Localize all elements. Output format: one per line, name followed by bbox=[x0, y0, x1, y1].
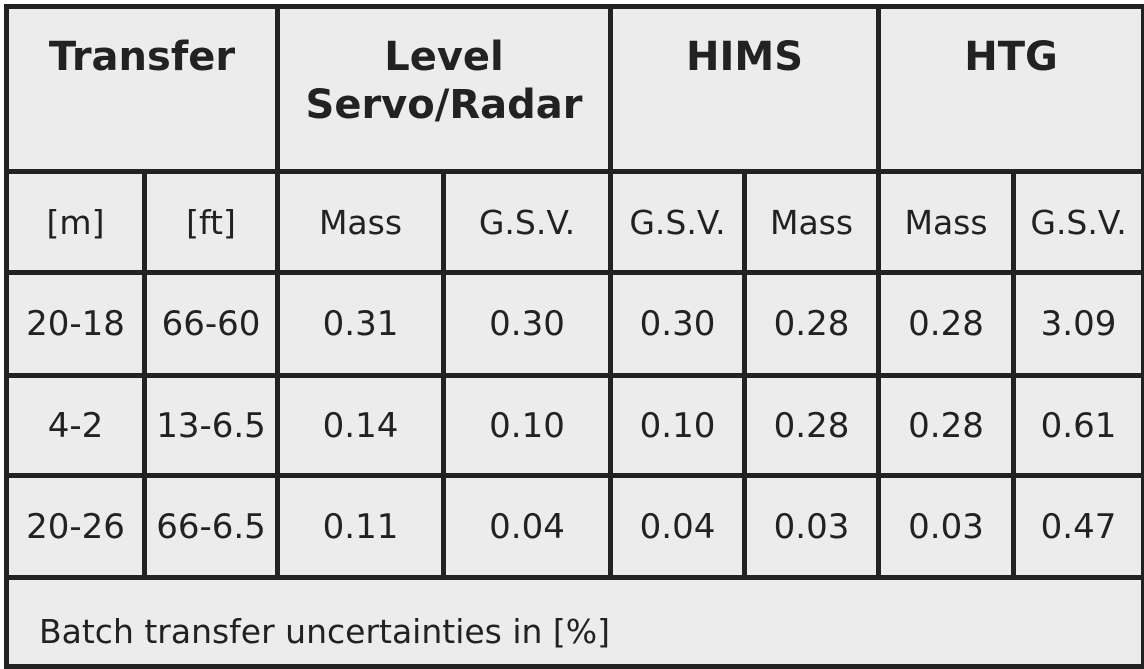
table-cell: 0.10 bbox=[440, 373, 614, 478]
table-cell: 13-6.5 bbox=[142, 373, 280, 478]
table-cell: 0.31 bbox=[275, 270, 446, 378]
subheader-cell: Mass bbox=[275, 169, 446, 275]
header-transfer: Transfer bbox=[4, 4, 280, 174]
table-cell: 66-60 bbox=[142, 270, 280, 378]
subheader-cell: [ft] bbox=[142, 169, 280, 275]
subheader-row: [m] [ft] Mass G.S.V. G.S.V. Mass Mass G.… bbox=[4, 169, 1144, 275]
table-cell: 3.09 bbox=[1011, 270, 1144, 378]
header-hims: HIMS bbox=[608, 4, 882, 174]
table-cell: 66-6.5 bbox=[142, 473, 280, 580]
table-cell: 0.03 bbox=[742, 473, 882, 580]
table-cell: 4-2 bbox=[4, 373, 147, 478]
table-row: 20-18 66-60 0.31 0.30 0.30 0.28 0.28 3.0… bbox=[4, 270, 1144, 378]
caption-row: Batch transfer uncertainties in [%] bbox=[3, 575, 1144, 669]
table-cell: 0.10 bbox=[608, 373, 748, 478]
table-cell: 0.03 bbox=[876, 473, 1017, 580]
header-transfer-label: Transfer bbox=[48, 34, 236, 80]
header-htg: HTG bbox=[876, 4, 1144, 174]
subheader-cell: [m] bbox=[4, 169, 147, 275]
table-cell: 0.28 bbox=[876, 270, 1017, 378]
uncertainty-table: Transfer Level Servo/Radar HIMS HTG [m] … bbox=[3, 4, 1144, 669]
table-cell: 0.04 bbox=[608, 473, 748, 580]
group-header-row: Transfer Level Servo/Radar HIMS HTG bbox=[4, 4, 1144, 174]
header-hims-label: HIMS bbox=[686, 34, 804, 80]
subheader-cell: Mass bbox=[876, 169, 1017, 275]
table-cell: 20-18 bbox=[4, 270, 147, 378]
header-level-line1: Level bbox=[384, 34, 504, 80]
table-cell: 0.30 bbox=[608, 270, 748, 378]
table-cell: 0.28 bbox=[742, 373, 882, 478]
subheader-cell: G.S.V. bbox=[1011, 169, 1144, 275]
header-htg-label: HTG bbox=[964, 34, 1058, 80]
table-cell: 0.28 bbox=[742, 270, 882, 378]
header-level-line2: Servo/Radar bbox=[305, 82, 583, 128]
table-cell: 0.11 bbox=[275, 473, 446, 580]
table-row: 4-2 13-6.5 0.14 0.10 0.10 0.28 0.28 0.61 bbox=[4, 373, 1144, 478]
table-cell: 20-26 bbox=[4, 473, 147, 580]
subheader-cell: G.S.V. bbox=[440, 169, 614, 275]
table-cell: 0.30 bbox=[440, 270, 614, 378]
table-caption: Batch transfer uncertainties in [%] bbox=[3, 575, 1144, 669]
subheader-cell: G.S.V. bbox=[608, 169, 748, 275]
table-cell: 0.04 bbox=[440, 473, 614, 580]
table-cell: 0.28 bbox=[876, 373, 1017, 478]
table-cell: 0.47 bbox=[1011, 473, 1144, 580]
header-level: Level Servo/Radar bbox=[274, 4, 614, 174]
table-cell: 0.14 bbox=[275, 373, 446, 478]
table-cell: 0.61 bbox=[1011, 373, 1144, 478]
subheader-cell: Mass bbox=[742, 169, 882, 275]
table-row: 20-26 66-6.5 0.11 0.04 0.04 0.03 0.03 0.… bbox=[4, 473, 1144, 580]
